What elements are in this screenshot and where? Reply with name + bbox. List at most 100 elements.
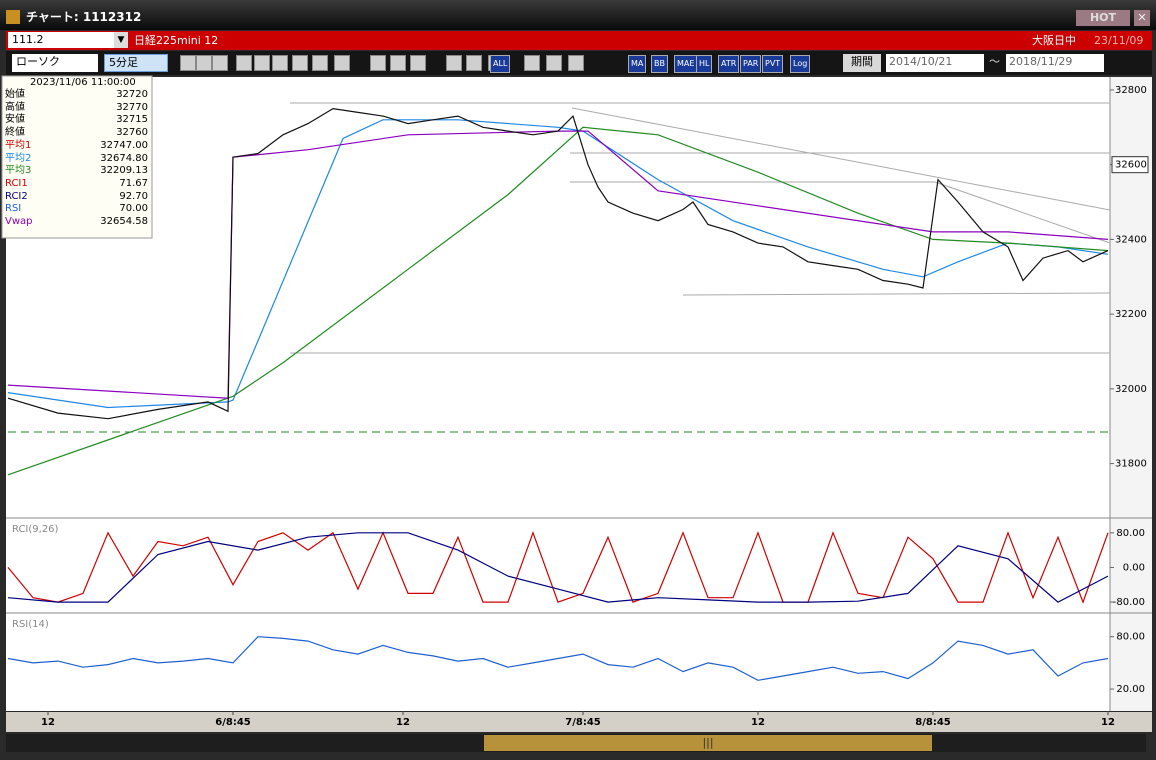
- info-label: RCI1: [5, 177, 28, 189]
- tool-icon[interactable]: [272, 55, 288, 71]
- info-value: 70.00: [119, 203, 148, 215]
- code-dropdown[interactable]: ▼: [114, 32, 128, 48]
- scroll-thumb[interactable]: |||: [484, 735, 932, 751]
- info-label: RSI: [5, 203, 22, 215]
- tool-button[interactable]: MAE: [674, 55, 698, 73]
- tool-button[interactable]: ATR: [718, 55, 740, 73]
- info-value: 71.67: [119, 177, 148, 189]
- x-tick-label: 7/8:45: [565, 717, 601, 728]
- y-tick-label: 32400: [1115, 234, 1147, 245]
- y-tick-label: 31800: [1115, 459, 1147, 470]
- x-axis-bar: [6, 712, 1152, 732]
- x-tick-label: 12: [396, 717, 410, 728]
- tool-icon[interactable]: [334, 55, 350, 71]
- window-title: チャート: 1112312: [26, 10, 142, 24]
- tool-icon[interactable]: [196, 55, 212, 71]
- info-value: 32209.13: [100, 165, 148, 177]
- tool-icon[interactable]: [312, 55, 328, 71]
- tool-button[interactable]: ALL: [490, 55, 511, 73]
- info-panel: [1, 75, 153, 239]
- series-line: [7, 532, 1109, 603]
- axis-bg: [1110, 77, 1152, 711]
- info-label: 平均3: [5, 165, 32, 177]
- symbol-bar: [6, 31, 1152, 50]
- tool-button[interactable]: PVT: [762, 55, 784, 73]
- info-label: 高値: [5, 101, 25, 113]
- trend-line: [571, 107, 1111, 211]
- y-tick-label: 32600: [1115, 160, 1147, 171]
- y-tick-label: -80.00: [1113, 597, 1145, 608]
- tool-button[interactable]: BB: [651, 55, 668, 73]
- y-tick-label: 80.00: [1116, 632, 1145, 643]
- info-label: RCI2: [5, 190, 28, 202]
- tool-button[interactable]: MA: [628, 55, 647, 73]
- tool-icon[interactable]: [546, 55, 562, 71]
- tool-button[interactable]: PAR: [740, 55, 762, 73]
- info-label: 平均2: [5, 152, 32, 164]
- info-value: 32654.58: [100, 216, 148, 227]
- series-line: [7, 531, 1109, 604]
- info-value: 32674.80: [100, 152, 148, 164]
- tool-icon[interactable]: [370, 55, 386, 71]
- x-tick-label: 12: [1101, 717, 1115, 728]
- panel-title: RSI(14): [12, 619, 49, 630]
- info-time: 2023/11/06 11:00:00: [30, 77, 136, 88]
- chart-type-select[interactable]: ローソク: [12, 54, 98, 72]
- tool-icon[interactable]: [254, 55, 270, 71]
- info-value: 32715: [116, 114, 148, 126]
- info-value: 32770: [116, 101, 148, 113]
- info-value: 32747.00: [100, 139, 148, 151]
- interval-select[interactable]: 5分足: [104, 54, 168, 72]
- x-tick-label: 6/8:45: [215, 717, 251, 728]
- info-label: 安値: [5, 114, 25, 126]
- tool-icon[interactable]: [410, 55, 426, 71]
- info-value: 32720: [116, 89, 148, 100]
- title-bar: [0, 0, 1156, 30]
- x-tick-label: 8/8:45: [915, 717, 951, 728]
- y-tick-label: 32200: [1115, 309, 1147, 320]
- trend-line: [682, 292, 1111, 296]
- tool-icon[interactable]: [446, 55, 462, 71]
- tool-icon[interactable]: [466, 55, 482, 71]
- tick-highlight: [1111, 156, 1149, 174]
- info-value: 32760: [116, 127, 148, 139]
- series-line: [7, 107, 1109, 420]
- tool-icon[interactable]: [292, 55, 308, 71]
- symbol-name: 日経225mini 12: [134, 34, 219, 47]
- tool-icon[interactable]: [390, 55, 406, 71]
- info-label: 平均1: [5, 139, 32, 151]
- y-tick-label: 32800: [1115, 85, 1147, 96]
- tool-icon[interactable]: [212, 55, 228, 71]
- date: 23/11/09: [1094, 34, 1144, 47]
- y-tick-label: 20.00: [1116, 684, 1145, 695]
- hot-button[interactable]: HOT: [1076, 10, 1130, 26]
- y-tick-label: 0.00: [1123, 562, 1145, 573]
- app-icon: [6, 10, 20, 24]
- close-button[interactable]: ✕: [1134, 10, 1150, 26]
- series-line: [7, 636, 1109, 681]
- series-line: [7, 126, 1109, 476]
- tool-icon[interactable]: [524, 55, 540, 71]
- y-tick-label: 80.00: [1116, 528, 1145, 539]
- trend-line: [934, 181, 1111, 244]
- from-date[interactable]: 2014/10/21: [886, 54, 984, 72]
- code-input[interactable]: 111.2: [8, 32, 116, 48]
- session: 大阪日中: [1032, 34, 1076, 47]
- x-tick-label: 12: [41, 717, 55, 728]
- tool-button[interactable]: HL: [696, 55, 713, 73]
- to-date[interactable]: 2018/11/29: [1006, 54, 1104, 72]
- separator: 〜: [989, 55, 1000, 68]
- plot-bg: [6, 77, 1110, 711]
- tool-icon[interactable]: [180, 55, 196, 71]
- x-tick-label: 12: [751, 717, 765, 728]
- tool-button[interactable]: Log: [790, 55, 811, 73]
- tool-icon[interactable]: [236, 55, 252, 71]
- series-line: [7, 119, 1109, 409]
- period-button[interactable]: 期間: [843, 54, 881, 72]
- info-label: 始値: [5, 89, 25, 100]
- tool-icon[interactable]: [568, 55, 584, 71]
- info-value: 92.70: [119, 190, 148, 202]
- y-tick-label: 32000: [1115, 384, 1147, 395]
